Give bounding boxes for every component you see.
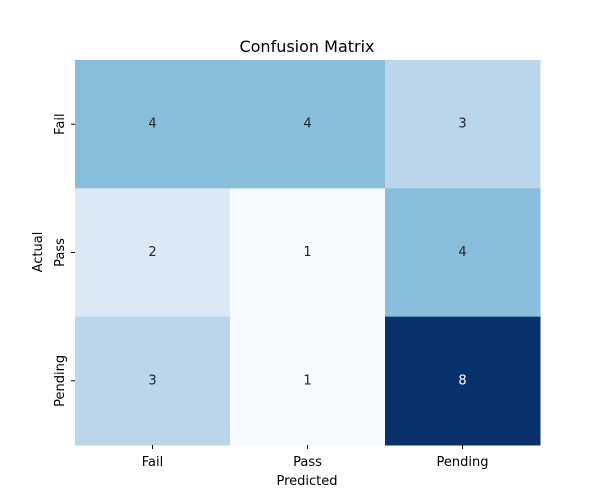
heatmap-cell-0-0 <box>75 60 231 189</box>
heatmap-cell-0-1 <box>230 60 386 189</box>
heatmap-cell-2-0 <box>75 316 231 446</box>
cell-value-2-2: 8 <box>458 373 466 388</box>
heatmap-cell-1-2 <box>385 188 541 318</box>
y-axis-label: Actual <box>31 232 46 273</box>
cell-value-1-1: 1 <box>303 245 311 260</box>
heatmap-cell-2-2 <box>385 316 541 446</box>
heatmap-cell-0-2 <box>385 60 541 189</box>
x-tick-label-1: Pass <box>293 455 322 470</box>
y-tick-label-2: Pending <box>53 355 68 407</box>
cell-value-1-0: 2 <box>148 245 156 260</box>
y-axis-ticks: Fail Pass Pending <box>53 113 75 407</box>
cell-value-labels: 4 4 3 2 1 4 3 1 8 <box>148 117 466 389</box>
cell-value-0-1: 4 <box>303 117 311 132</box>
cell-value-2-1: 1 <box>303 373 311 388</box>
x-axis-ticks: Fail Pass Pending <box>142 445 489 470</box>
chart-title: Confusion Matrix <box>239 37 374 56</box>
x-tick-label-0: Fail <box>142 455 163 470</box>
x-tick-label-2: Pending <box>437 455 489 470</box>
cell-value-1-2: 4 <box>458 245 466 260</box>
cell-value-0-2: 3 <box>458 117 466 132</box>
x-axis-label: Predicted <box>276 474 337 489</box>
cell-value-2-0: 3 <box>148 373 156 388</box>
y-tick-label-0: Fail <box>53 113 68 134</box>
y-tick-label-1: Pass <box>53 238 68 267</box>
heatmap-cell-2-1 <box>230 316 386 446</box>
heatmap-cell-1-0 <box>75 188 231 318</box>
cell-value-0-0: 4 <box>148 117 156 132</box>
heatmap-cells <box>75 60 541 446</box>
heatmap-cell-1-1 <box>230 188 386 318</box>
